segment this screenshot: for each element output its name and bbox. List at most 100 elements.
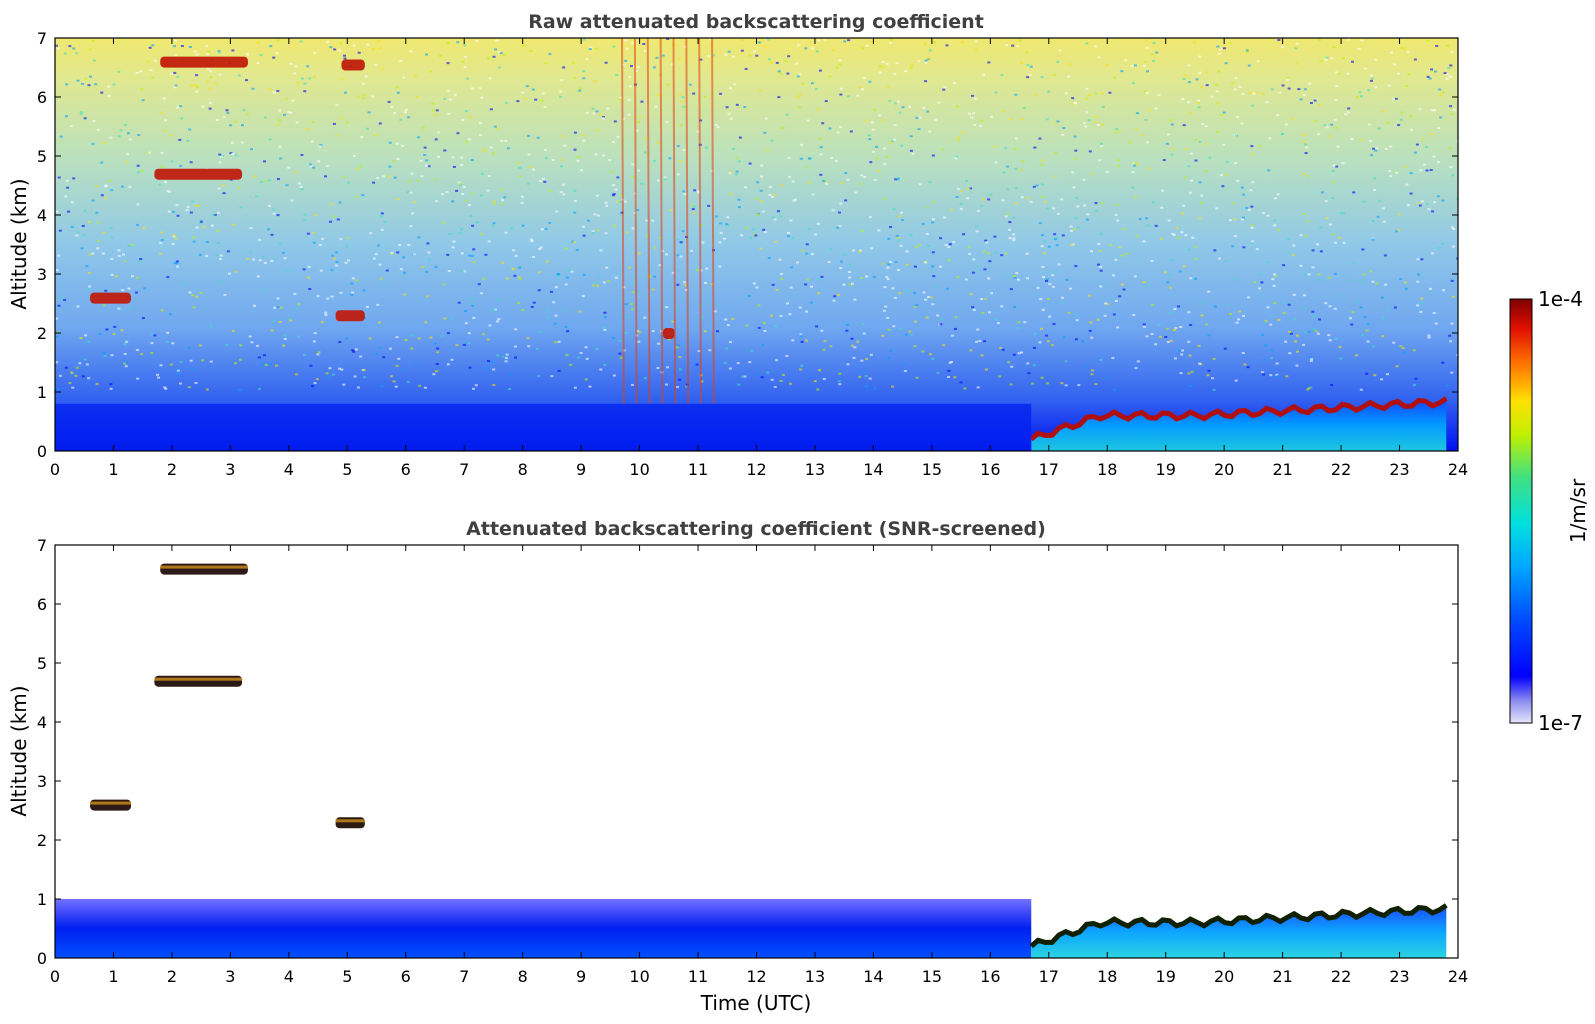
noise-speckle <box>480 233 484 236</box>
noise-speckle <box>272 212 276 215</box>
noise-speckle <box>173 71 177 74</box>
noise-speckle <box>297 303 301 306</box>
noise-speckle <box>1442 289 1446 292</box>
noise-speckle <box>180 117 184 120</box>
noise-speckle <box>1310 358 1314 361</box>
noise-speckle <box>215 254 219 257</box>
noise-speckle <box>839 267 843 270</box>
noise-speckle <box>1430 132 1434 135</box>
noise-speckle <box>1441 199 1445 202</box>
noise-speckle <box>767 58 771 61</box>
noise-speckle <box>871 121 875 124</box>
noise-speckle <box>1427 334 1431 337</box>
noise-speckle <box>123 343 127 346</box>
noise-speckle <box>467 203 471 206</box>
noise-speckle <box>383 221 387 224</box>
noise-speckle <box>497 51 501 54</box>
y-tick-label: 0 <box>37 442 47 461</box>
noise-speckle <box>1445 44 1449 47</box>
x-tick-label: 14 <box>863 460 883 479</box>
noise-speckle <box>614 188 618 191</box>
noise-speckle <box>170 160 174 163</box>
noise-speckle <box>557 340 561 343</box>
cloud-layer <box>160 56 248 68</box>
noise-speckle <box>798 106 802 109</box>
noise-speckle <box>1146 224 1150 227</box>
noise-speckle <box>913 345 917 348</box>
noise-speckle <box>72 47 76 50</box>
noise-speckle <box>573 189 577 192</box>
noise-speckle <box>984 297 988 300</box>
noise-speckle <box>905 250 909 253</box>
noise-speckle <box>1097 56 1101 59</box>
noise-speckle <box>682 190 686 193</box>
noise-speckle <box>1366 340 1370 343</box>
noise-speckle <box>298 182 302 185</box>
noise-speckle <box>164 387 168 390</box>
noise-speckle <box>1064 360 1068 363</box>
x-tick-label: 21 <box>1272 460 1292 479</box>
noise-speckle <box>1341 57 1345 60</box>
noise-speckle <box>915 376 919 379</box>
noise-speckle <box>1319 60 1323 63</box>
noise-speckle <box>1316 332 1320 335</box>
noise-speckle <box>854 191 858 194</box>
noise-speckle <box>1221 185 1225 188</box>
noise-speckle <box>137 260 141 263</box>
noise-speckle <box>1198 217 1202 220</box>
noise-speckle <box>1284 340 1288 343</box>
noise-speckle <box>1218 257 1222 260</box>
noise-speckle <box>492 368 496 371</box>
panel1-ylabel: Altitude (km) <box>7 178 31 309</box>
noise-speckle <box>1238 86 1242 89</box>
noise-speckle <box>91 142 95 145</box>
noise-speckle <box>1017 352 1021 355</box>
noise-speckle <box>1409 192 1413 195</box>
noise-speckle <box>85 363 89 366</box>
noise-speckle <box>735 170 739 173</box>
noise-speckle <box>1276 375 1280 378</box>
noise-speckle <box>1334 272 1338 275</box>
noise-speckle <box>1285 375 1289 378</box>
noise-speckle <box>603 316 607 319</box>
x-tick-label: 5 <box>342 460 352 479</box>
noise-speckle <box>923 42 927 45</box>
noise-speckle <box>79 111 83 114</box>
noise-speckle <box>726 216 730 219</box>
noise-speckle <box>214 82 218 85</box>
noise-speckle <box>1208 156 1212 159</box>
noise-speckle <box>1069 63 1073 66</box>
noise-speckle <box>636 209 640 212</box>
noise-speckle <box>883 163 887 166</box>
noise-speckle <box>941 148 945 151</box>
noise-speckle <box>1146 70 1150 73</box>
noise-speckle <box>615 74 619 77</box>
noise-speckle <box>961 41 965 44</box>
noise-speckle <box>591 107 595 110</box>
noise-speckle <box>406 380 410 383</box>
noise-speckle <box>1270 88 1274 91</box>
noise-speckle <box>365 305 369 308</box>
noise-speckle <box>715 330 719 333</box>
noise-speckle <box>355 279 359 282</box>
noise-speckle <box>603 311 607 314</box>
noise-speckle <box>868 80 872 83</box>
noise-speckle <box>1075 313 1079 316</box>
noise-speckle <box>864 375 868 378</box>
noise-speckle <box>794 198 798 201</box>
noise-speckle <box>624 303 628 306</box>
noise-speckle <box>677 58 681 61</box>
noise-speckle <box>785 302 789 305</box>
noise-speckle <box>618 352 622 355</box>
noise-speckle <box>815 50 819 53</box>
noise-speckle <box>944 243 948 246</box>
noise-speckle <box>252 258 256 261</box>
noise-speckle <box>141 317 145 320</box>
noise-speckle <box>955 155 959 158</box>
noise-speckle <box>1025 51 1029 54</box>
noise-speckle <box>808 228 812 231</box>
noise-speckle <box>1094 383 1098 386</box>
noise-speckle <box>1416 304 1420 307</box>
noise-speckle <box>1073 228 1077 231</box>
